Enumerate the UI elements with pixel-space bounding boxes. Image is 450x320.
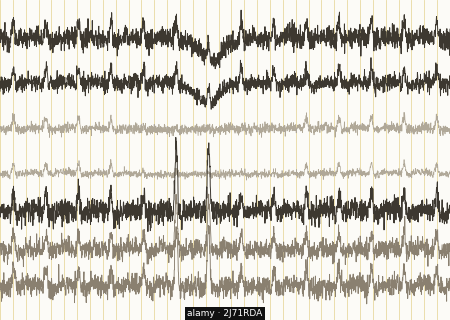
Text: alamy · 2J71RDA: alamy · 2J71RDA (187, 309, 263, 318)
